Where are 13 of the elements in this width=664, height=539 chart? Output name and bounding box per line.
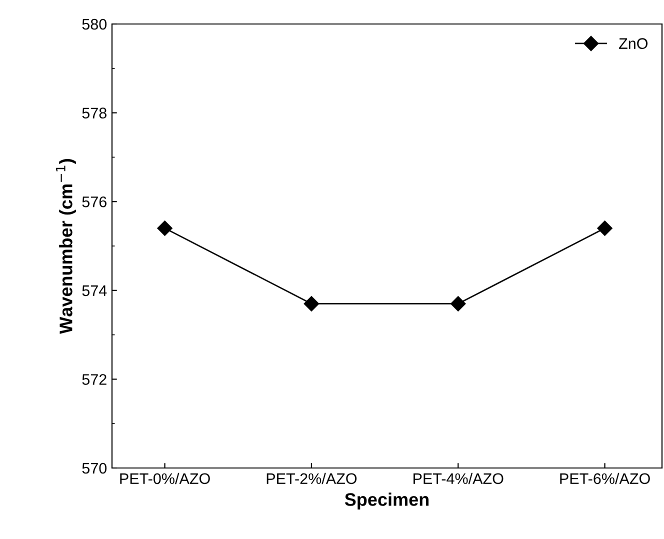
- x-tick-label: PET-0%/AZO: [120, 472, 210, 484]
- y-tick-label: 578: [82, 108, 106, 118]
- y-axis-title: Wavenumber (cm$^{−1}$): [56, 159, 76, 334]
- x-tick-label: PET-4%/AZO: [414, 472, 504, 484]
- y-tick-label: 574: [82, 285, 107, 296]
- x-axis-title: Specimen: [344, 492, 429, 510]
- x-tick-label: PET-6%/AZO: [560, 472, 650, 484]
- y-tick-label: 580: [82, 18, 107, 30]
- y-tick-label: 570: [82, 462, 107, 474]
- y-tick-label: 572: [82, 374, 106, 385]
- y-tick-label: 576: [82, 196, 106, 208]
- legend-label: ZnO: [619, 38, 648, 49]
- x-tick-label: PET-2%/AZO: [266, 472, 357, 484]
